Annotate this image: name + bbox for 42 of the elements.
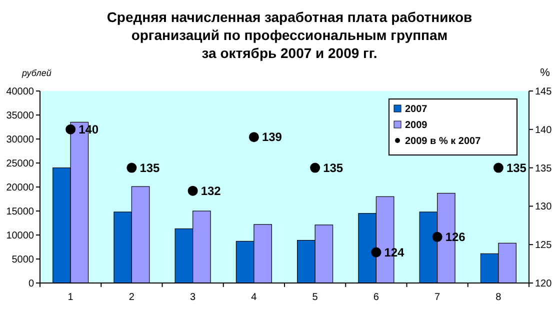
y2-tick-label: 140 — [535, 124, 552, 136]
x-tick-label: 6 — [373, 292, 380, 303]
y2-tick-label: 130 — [535, 202, 552, 213]
legend-label: 2007 — [405, 104, 428, 115]
x-tick-label: 7 — [434, 292, 441, 303]
data-label: 135 — [506, 160, 527, 175]
y2-tick-label: 120 — [535, 278, 552, 290]
y2-axis-title: % — [540, 67, 550, 79]
x-tick-label: 2 — [128, 292, 135, 303]
y2-tick-label: 125 — [535, 240, 552, 252]
x-tick-label: 4 — [251, 292, 258, 303]
data-label: 132 — [200, 184, 222, 198]
x-tick-label: 1 — [68, 292, 74, 303]
y-tick-label: 25000 — [6, 158, 34, 170]
y-axis-title: рублей — [21, 68, 52, 78]
point — [248, 132, 259, 142]
x-tick-label: 3 — [190, 292, 196, 303]
data-label: 139 — [262, 130, 282, 144]
data-label: 135 — [323, 160, 344, 175]
data-label: 135 — [140, 160, 160, 175]
point — [371, 247, 382, 258]
point — [188, 186, 198, 196]
y-tick-label: 40000 — [6, 86, 34, 98]
y-tick-label: 10000 — [6, 230, 34, 242]
point — [310, 162, 320, 173]
y-tick-label: 20000 — [6, 182, 34, 194]
y-tick-label: 30000 — [6, 134, 34, 146]
x-tick-label: 5 — [312, 292, 318, 303]
y-tick-label: 5000 — [12, 254, 34, 266]
point — [493, 162, 504, 173]
y2-tick-label: 145 — [535, 86, 552, 98]
legend-label: 2009 в % к 2007 — [405, 136, 482, 147]
point — [66, 124, 76, 134]
point — [126, 162, 137, 173]
chart-title: Средняя начисленная заработная плата работников организаций по профессиональным группам за октябрь 2007 и 2009 гг. — [106, 9, 473, 61]
y-tick-label: 15000 — [6, 206, 34, 218]
y2-tick-label: 135 — [535, 163, 552, 174]
y-tick-label: 35000 — [6, 110, 34, 122]
point — [432, 232, 442, 242]
y-tick-label: 0 — [28, 278, 34, 290]
x-tick-label: 8 — [496, 292, 502, 303]
legend-label: 2009 — [405, 120, 428, 131]
